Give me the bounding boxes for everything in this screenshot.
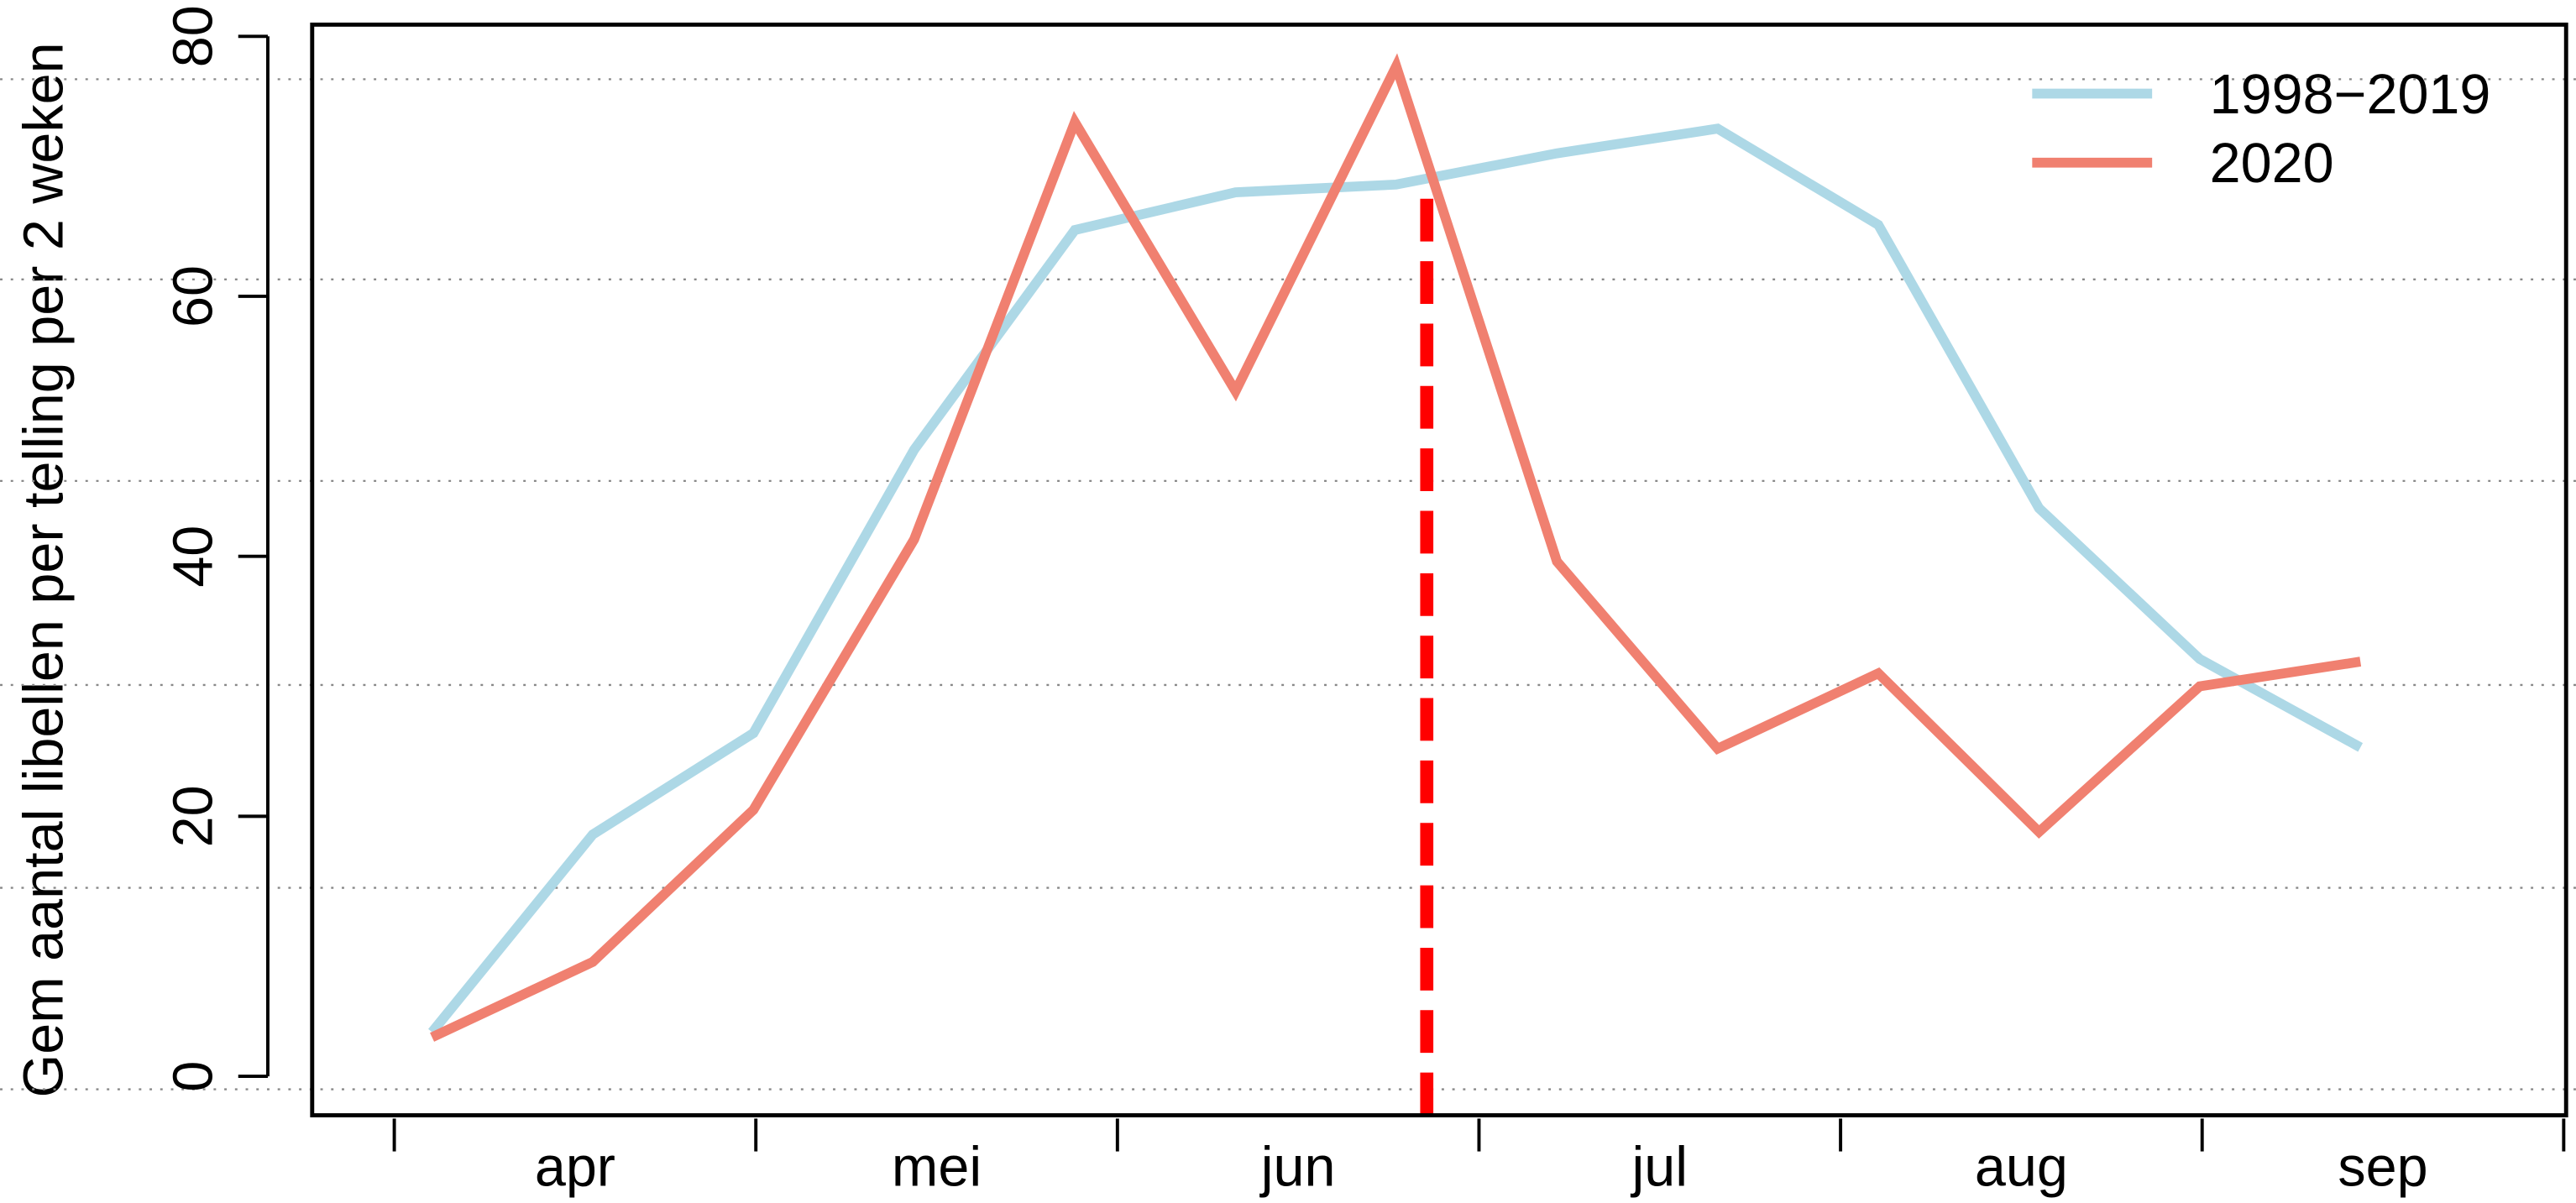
y-axis-label: Gem aantal libellen per telling per 2 we…	[13, 42, 75, 1097]
legend-label: 2020	[2210, 133, 2334, 195]
y-tick-label: 80	[162, 5, 224, 67]
y-tick-label: 0	[162, 1061, 224, 1092]
x-tick-label: jun	[1259, 1137, 1336, 1199]
x-tick-label: sep	[2338, 1137, 2427, 1199]
y-tick-label: 60	[162, 265, 224, 327]
plot-frame	[310, 22, 2568, 1117]
y-tick-label: 20	[162, 785, 224, 847]
legend-label: 1998−2019	[2210, 64, 2491, 126]
x-tick-label: apr	[535, 1137, 615, 1199]
data-line	[430, 53, 2362, 1042]
data-line	[428, 123, 2364, 1036]
x-tick-label: jul	[1631, 1137, 1689, 1199]
x-tick-label: aug	[1975, 1137, 2068, 1199]
x-tick-label: mei	[892, 1137, 982, 1199]
y-tick-label: 40	[162, 526, 224, 588]
